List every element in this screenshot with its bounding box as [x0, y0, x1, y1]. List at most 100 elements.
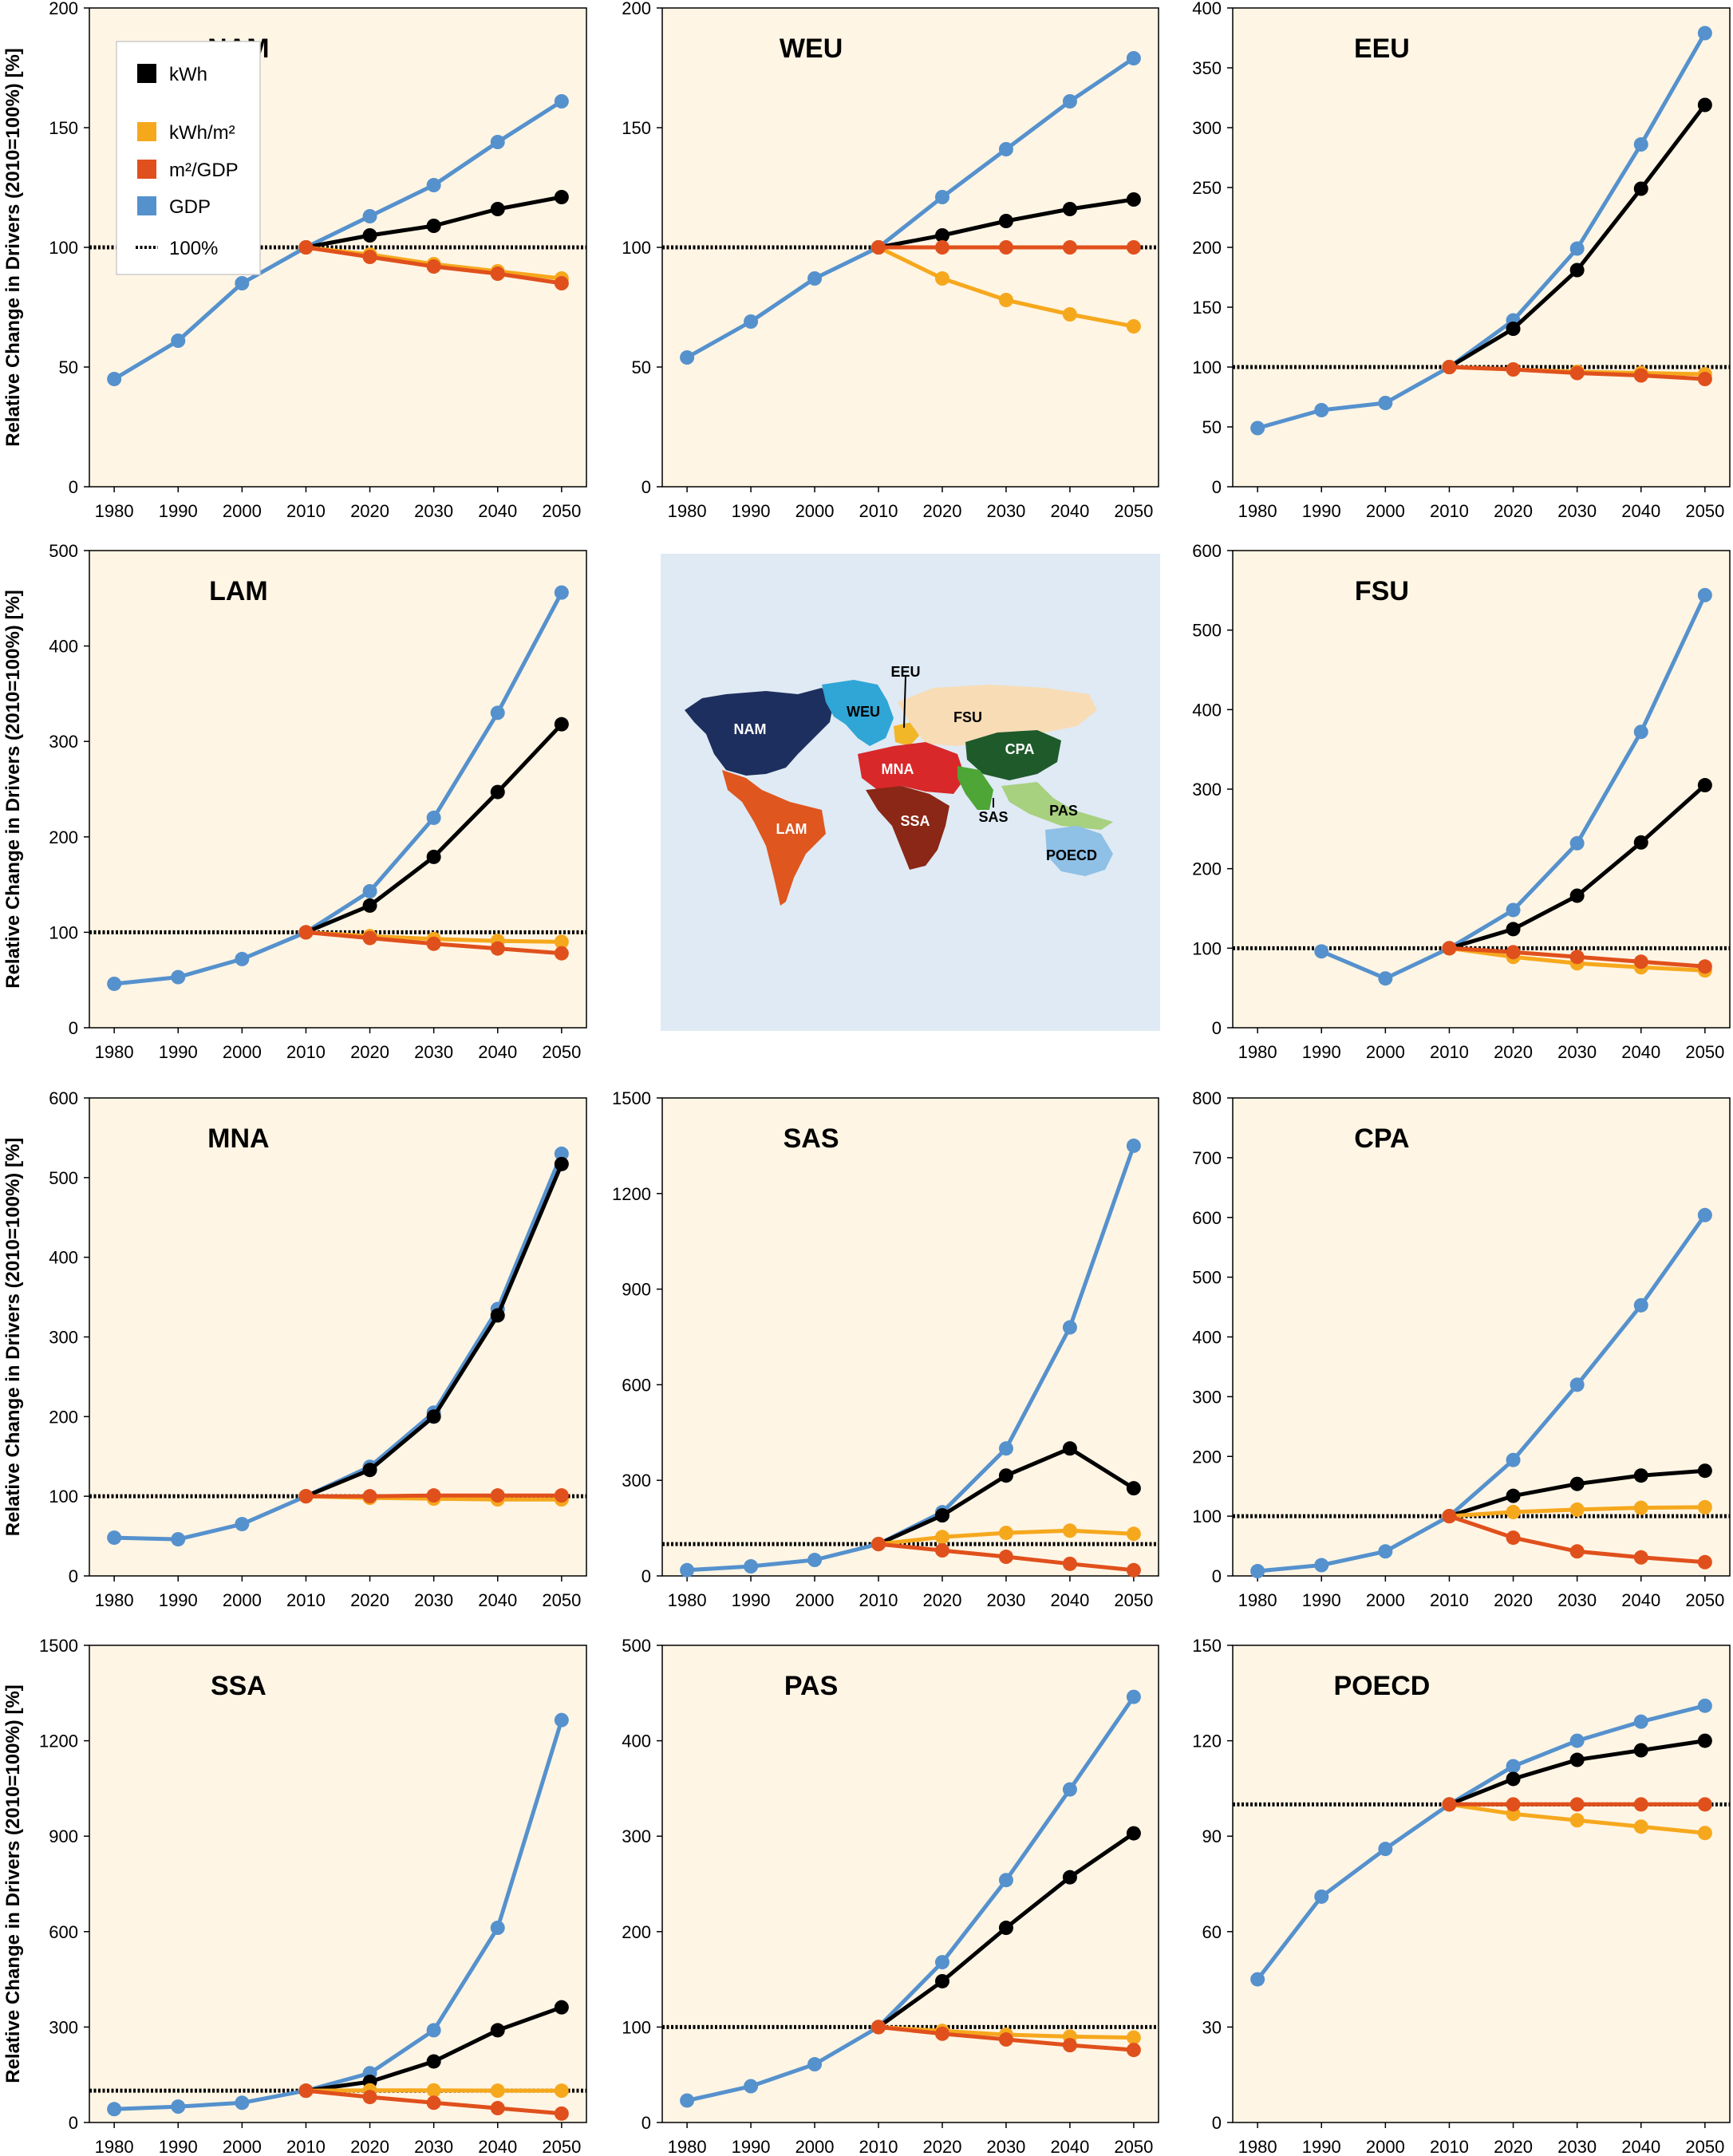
panel-title: SSA — [211, 1671, 266, 1701]
data-point — [554, 934, 569, 950]
data-point — [1697, 587, 1712, 602]
x-tick-label: 2010 — [859, 1590, 898, 1610]
y-tick-label: 600 — [1192, 541, 1222, 561]
data-point — [1697, 778, 1712, 793]
x-tick-label: 2000 — [795, 1590, 835, 1610]
x-tick-label: 2020 — [350, 1590, 389, 1610]
data-point — [426, 2054, 441, 2069]
y-tick-label: 50 — [1202, 417, 1222, 437]
data-point — [680, 1562, 695, 1578]
legend-swatch — [137, 160, 156, 179]
x-tick-label: 2040 — [1050, 2137, 1089, 2156]
data-point — [554, 585, 569, 600]
x-tick-label: 2000 — [223, 1590, 262, 1610]
x-tick-label: 1980 — [668, 2137, 707, 2156]
panel-fsu: 0 100 200 300 400 500 600 1980 1990 2000 2010 2020 2… — [1192, 541, 1731, 1062]
x-tick-label: 1990 — [1302, 2137, 1341, 2156]
data-point — [426, 849, 441, 864]
data-point — [1442, 1509, 1457, 1524]
y-tick-label: 100 — [49, 922, 78, 942]
data-point — [1633, 1797, 1648, 1812]
y-tick-label: 100 — [49, 238, 78, 258]
y-tick-label: 300 — [622, 1826, 651, 1846]
data-point — [744, 2079, 759, 2094]
data-point — [426, 219, 441, 233]
data-point — [1126, 1138, 1141, 1153]
data-point — [1697, 1733, 1712, 1748]
y-tick-label: 100 — [1192, 357, 1222, 377]
data-point — [235, 276, 250, 290]
y-tick-label: 200 — [1192, 859, 1222, 879]
data-point — [1442, 1797, 1457, 1812]
x-tick-label: 2020 — [350, 1042, 389, 1062]
data-point — [998, 1526, 1013, 1541]
data-point — [362, 898, 377, 913]
y-tick-label: 30 — [1202, 2017, 1222, 2037]
data-point — [554, 2000, 569, 2015]
x-tick-label: 1980 — [668, 1590, 707, 1610]
y-tick-label: 1500 — [612, 1088, 651, 1108]
x-tick-label: 2010 — [1430, 2137, 1469, 2156]
y-tick-label: 120 — [1192, 1732, 1222, 1751]
x-tick-label: 2010 — [286, 1590, 326, 1610]
y-tick-label: 250 — [1192, 178, 1222, 198]
plot-area — [661, 1097, 1159, 1577]
data-point — [362, 930, 377, 946]
y-tick-label: 600 — [49, 1922, 78, 1942]
data-point — [1314, 1558, 1329, 1573]
data-point — [1126, 1562, 1141, 1578]
y-tick-label: 300 — [49, 1328, 78, 1348]
x-tick-label: 2050 — [542, 501, 581, 521]
map-label-eeu: EEU — [890, 664, 920, 680]
y-tick-label: 500 — [622, 1636, 651, 1656]
x-tick-label: 2010 — [859, 501, 898, 521]
y-tick-label: 0 — [1212, 1018, 1222, 1038]
map-label-mna: MNA — [882, 761, 914, 777]
data-point — [934, 228, 949, 243]
data-point — [171, 2099, 186, 2115]
x-tick-label: 1990 — [159, 501, 198, 521]
data-point — [1062, 1320, 1077, 1335]
y-tick-label: 200 — [622, 1922, 651, 1942]
x-tick-label: 2030 — [986, 1590, 1025, 1610]
y-tick-label: 200 — [49, 1407, 78, 1427]
data-point — [107, 372, 122, 386]
data-point — [235, 951, 250, 966]
x-tick-label: 1990 — [1302, 1590, 1341, 1610]
panel-title: EEU — [1354, 34, 1410, 64]
data-point — [1633, 835, 1648, 850]
data-point — [1633, 1743, 1648, 1758]
data-point — [1697, 1797, 1712, 1812]
y-tick-label: 1200 — [39, 1732, 78, 1751]
legend-label: 100% — [169, 238, 218, 259]
x-tick-label: 2010 — [1430, 1042, 1469, 1062]
x-tick-label: 2050 — [1114, 2137, 1153, 2156]
legend-label: kWh/m² — [169, 122, 235, 144]
y-tick-label: 900 — [49, 1826, 78, 1846]
series-line-gdp — [685, 56, 1135, 360]
y-tick-label: 150 — [622, 118, 651, 138]
data-point — [298, 1489, 314, 1504]
y-tick-label: 500 — [49, 1168, 78, 1188]
legend-swatch — [137, 122, 156, 141]
data-point — [1126, 51, 1141, 65]
data-point — [1633, 1550, 1648, 1565]
map-label-weu: WEU — [847, 704, 880, 720]
y-tick-label: 400 — [1192, 1328, 1222, 1348]
data-point — [490, 267, 505, 281]
x-tick-label: 2010 — [1430, 1590, 1469, 1610]
y-axis-label: Relative Change in Drivers (2010=100%) [… — [2, 1684, 24, 2083]
x-tick-label: 2040 — [1621, 2137, 1660, 2156]
legend-swatch — [137, 196, 156, 215]
data-point — [1250, 421, 1265, 436]
x-tick-label: 2050 — [1685, 1042, 1724, 1062]
data-point — [680, 350, 695, 365]
region-lam — [722, 770, 826, 906]
map-label-pas: PAS — [1049, 803, 1078, 819]
x-tick-label: 1990 — [732, 1590, 771, 1610]
data-point — [1569, 1797, 1585, 1812]
x-tick-label: 2030 — [1557, 1590, 1597, 1610]
panel-eeu: 0 50 100 150 200 250 300 350 400 1980 1990 2000 2010… — [1192, 0, 1731, 521]
x-tick-label: 1990 — [159, 2137, 198, 2156]
plot-area — [89, 1645, 587, 2123]
